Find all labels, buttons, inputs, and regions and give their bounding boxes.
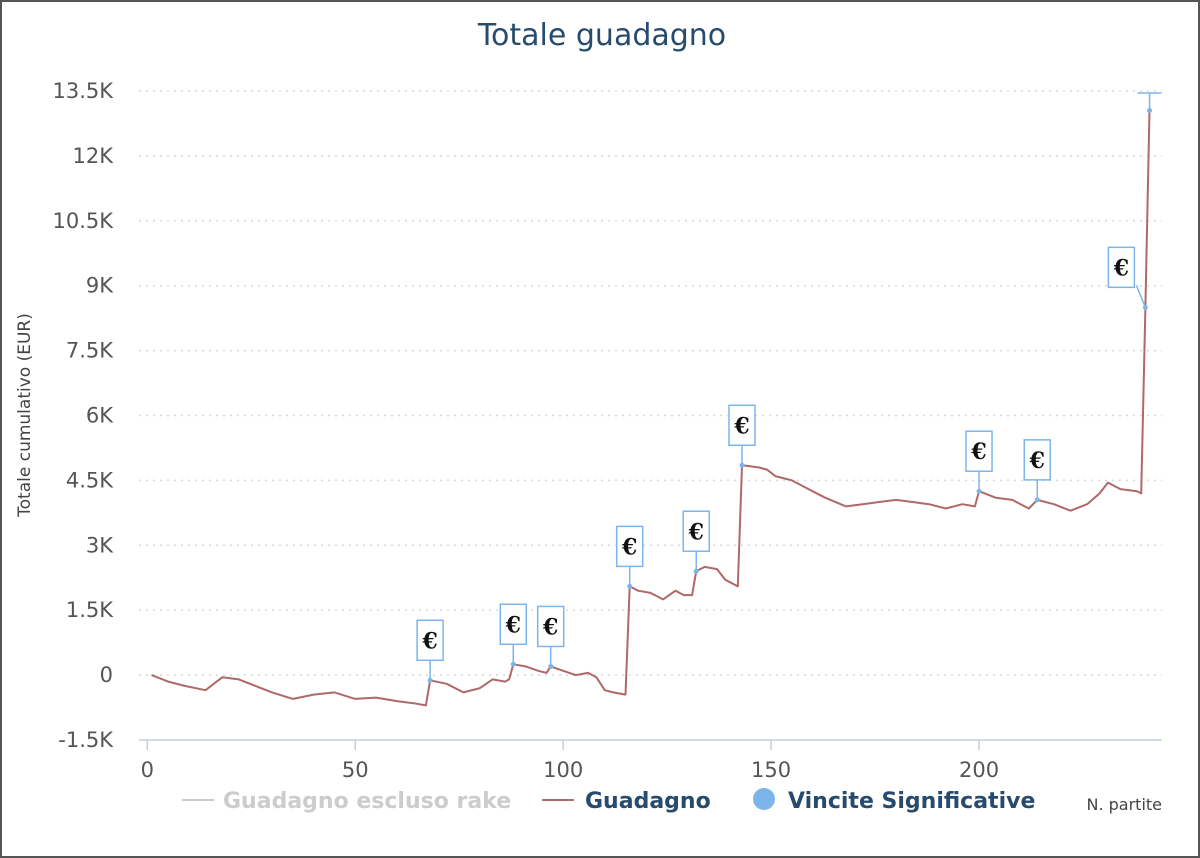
significant-win-flag: € xyxy=(682,510,710,574)
legend-label: Guadagno escluso rake xyxy=(223,789,511,814)
top-marker xyxy=(1137,92,1162,113)
y-tick-label: 0 xyxy=(100,663,113,687)
series-line-guadagno xyxy=(151,110,1151,707)
flag-symbol: € xyxy=(970,439,986,465)
flag-point xyxy=(510,661,516,667)
flag-box xyxy=(1023,439,1051,481)
significant-win-flag: € xyxy=(615,525,644,589)
flag-symbol: € xyxy=(733,413,749,439)
x-axis-title: N. partite xyxy=(1086,795,1162,814)
y-tick-label: 13.5K xyxy=(52,79,114,103)
y-tick-label: 12K xyxy=(73,144,115,168)
significant-win-flag: € xyxy=(499,603,528,667)
significant-win-flag: € xyxy=(536,605,565,669)
y-tick-label: 4.5K xyxy=(66,468,114,492)
significant-win-flag: € xyxy=(1107,246,1148,310)
y-tick-label: 1.5K xyxy=(66,598,114,622)
marker-layer: € € € € € € € € € xyxy=(416,92,1162,683)
flag-symbol: € xyxy=(621,534,637,560)
chart-title: Totale guadagno xyxy=(477,18,726,53)
legend-item: Guadagno xyxy=(542,789,711,814)
series-layer xyxy=(151,110,1151,707)
flag-box xyxy=(1107,246,1136,289)
grid-layer xyxy=(139,90,1162,676)
x-tick-label: 100 xyxy=(543,758,583,782)
flag-symbol: € xyxy=(688,519,704,545)
significant-win-flag: € xyxy=(965,430,993,494)
axis-layer: -1.5K 0 1.5K 3K 4.5K 6K 7.5K 9K 10.5K 12K 13.5K 0 50… xyxy=(52,79,1162,782)
y-tick-label: 3K xyxy=(86,533,114,557)
flag-box xyxy=(615,525,644,568)
flag-point xyxy=(1142,304,1148,310)
y-tick-label: 6K xyxy=(86,404,114,428)
legend-item: Vincite Significative xyxy=(753,788,1035,814)
flag-box xyxy=(682,510,710,553)
y-tick-label: -1.5K xyxy=(58,728,114,752)
x-tick-label: 150 xyxy=(751,758,791,782)
flag-box xyxy=(499,603,528,646)
flag-symbol: € xyxy=(421,628,437,654)
y-axis-title: Totale cumulativo (EUR) xyxy=(15,313,35,518)
flag-box xyxy=(965,430,993,472)
x-tick-label: 50 xyxy=(342,758,369,782)
flag-symbol: € xyxy=(505,612,521,638)
flag-symbol: € xyxy=(1029,448,1045,474)
flag-point xyxy=(976,488,982,494)
x-tick-label: 200 xyxy=(959,758,999,782)
legend-label: Guadagno xyxy=(585,789,711,814)
flag-point xyxy=(739,462,745,468)
flag-point xyxy=(627,583,633,589)
significant-win-flag: € xyxy=(728,404,756,468)
top-marker-point xyxy=(1147,107,1153,113)
flag-box xyxy=(416,619,444,662)
flag-point xyxy=(548,663,554,669)
y-tick-label: 7.5K xyxy=(66,339,114,363)
flag-box xyxy=(728,404,756,447)
y-tick-label: 9K xyxy=(86,274,114,298)
legend: Guadagno escluso rake Guadagno Vincite Sig… xyxy=(182,788,1035,814)
legend-symbol xyxy=(753,788,775,810)
y-tick-label: 10.5K xyxy=(52,209,114,233)
significant-win-flag: € xyxy=(416,619,444,683)
flag-point xyxy=(427,677,433,683)
flag-symbol: € xyxy=(542,614,558,640)
x-tick-label: 0 xyxy=(141,758,154,782)
legend-label: Vincite Significative xyxy=(788,789,1035,814)
legend-item: Guadagno escluso rake xyxy=(182,789,511,814)
significant-win-flag: € xyxy=(1023,439,1051,503)
flag-stem xyxy=(1135,285,1147,308)
flag-point xyxy=(1034,497,1040,503)
flag-box xyxy=(536,605,565,648)
flag-point xyxy=(693,568,699,574)
flag-symbol: € xyxy=(1113,255,1129,281)
